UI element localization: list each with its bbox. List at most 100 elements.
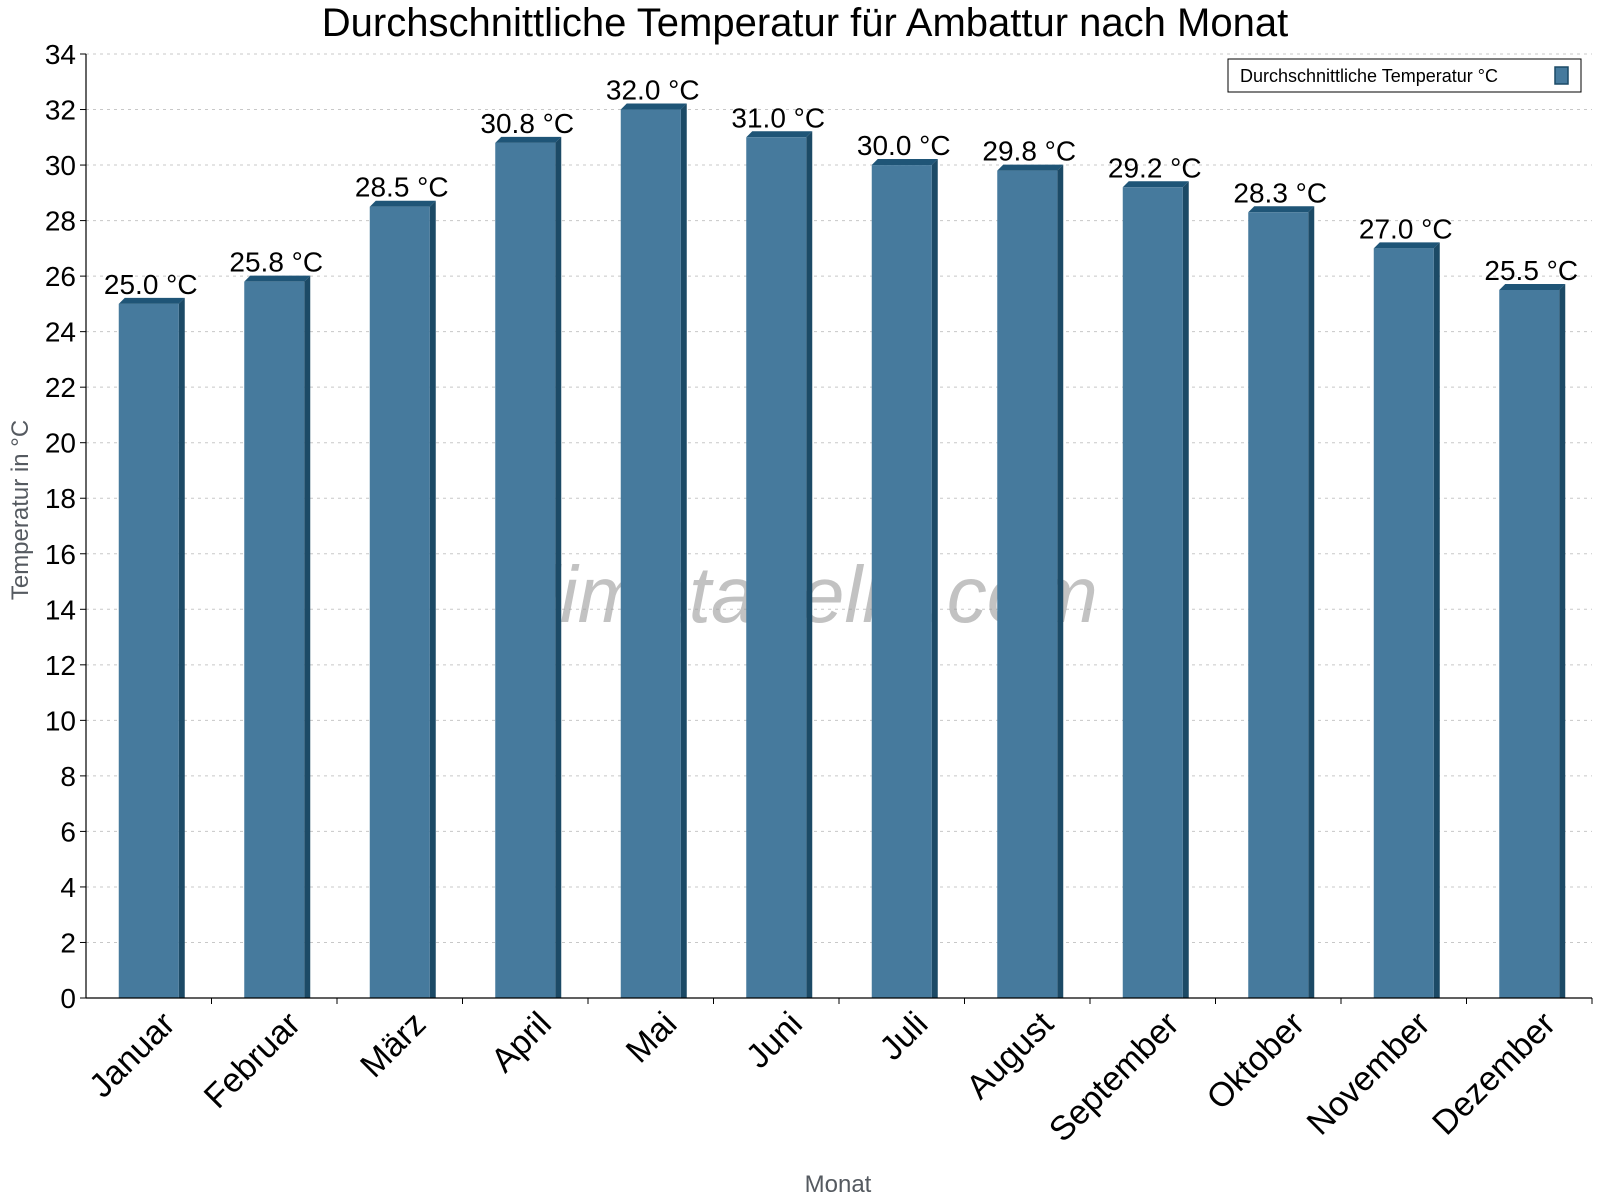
- data-label: 30.0 °C: [857, 130, 951, 161]
- bar-top-face: [871, 159, 938, 166]
- data-label: 28.5 °C: [355, 172, 449, 203]
- x-tick-label: August: [959, 1004, 1061, 1106]
- x-tick-label: Dezember: [1425, 1005, 1563, 1143]
- y-tick-label: 28: [45, 206, 76, 237]
- bar-juli: [871, 159, 938, 998]
- bar-top-face: [1122, 181, 1189, 188]
- bar-top-face: [244, 275, 311, 282]
- bar-top-face: [495, 136, 562, 143]
- y-tick-label: 6: [60, 816, 76, 847]
- bar-side-face: [178, 297, 185, 999]
- y-tick-label: 0: [60, 983, 76, 1014]
- x-tick-label: Mai: [619, 1005, 685, 1071]
- bar: [369, 206, 430, 999]
- bars: [118, 103, 1566, 999]
- bar: [620, 109, 681, 998]
- x-tick-label: Juni: [739, 1005, 810, 1076]
- y-tick-label: 12: [45, 650, 76, 681]
- y-tick-label: 18: [45, 483, 76, 514]
- bar: [997, 170, 1058, 999]
- y-tick-label: 14: [45, 594, 76, 625]
- bar-oktober: [1248, 206, 1315, 999]
- bar: [244, 281, 305, 998]
- chart-title: Durchschnittliche Temperatur für Ambattu…: [322, 1, 1288, 45]
- bar-side-face: [931, 159, 938, 998]
- data-label: 28.3 °C: [1233, 177, 1327, 208]
- bar: [871, 165, 932, 998]
- bar-side-face: [429, 200, 436, 999]
- data-label: 27.0 °C: [1359, 213, 1453, 244]
- x-axis-label: Monat: [805, 1171, 872, 1198]
- bar-side-face: [806, 131, 813, 998]
- bar: [1499, 290, 1560, 998]
- y-tick-label: 8: [60, 761, 76, 792]
- bar-side-face: [1433, 242, 1440, 999]
- bar-september: [1122, 181, 1189, 999]
- bar: [118, 303, 179, 999]
- data-label: 29.8 °C: [982, 136, 1076, 167]
- bar-august: [997, 164, 1064, 999]
- bar-top-face: [1499, 284, 1566, 290]
- data-label: 25.0 °C: [104, 269, 198, 300]
- axes: [80, 53, 1593, 1004]
- y-tick-label: 26: [45, 261, 76, 292]
- legend-swatch: [1554, 66, 1569, 85]
- data-label: 31.0 °C: [731, 102, 825, 133]
- y-tick-label: 20: [45, 428, 76, 459]
- legend-label: Durchschnittliche Temperatur °C: [1240, 66, 1498, 86]
- bar: [1373, 248, 1434, 999]
- y-tick-label: 16: [45, 539, 76, 570]
- data-label: 25.8 °C: [229, 247, 323, 278]
- bar-top-face: [369, 200, 436, 207]
- bar-april: [495, 136, 562, 999]
- bar-märz: [369, 200, 436, 999]
- bar-side-face: [1182, 181, 1189, 999]
- bar-februar: [244, 275, 311, 998]
- y-tick-label: 32: [45, 95, 76, 126]
- y-tick-label: 22: [45, 372, 76, 403]
- data-label: 30.8 °C: [480, 108, 574, 139]
- bar-top-face: [746, 131, 813, 138]
- bar-top-face: [620, 103, 687, 110]
- y-tick-label: 34: [45, 39, 76, 70]
- bar-side-face: [555, 136, 562, 999]
- y-tick-label: 4: [60, 872, 76, 903]
- bar: [746, 137, 807, 998]
- bar-november: [1373, 242, 1440, 999]
- x-tick-label: Juli: [872, 1005, 935, 1068]
- x-tick-label: September: [1042, 1005, 1186, 1149]
- bar-dezember: [1499, 284, 1566, 998]
- legend-box: [1227, 58, 1582, 93]
- y-tick-label: 30: [45, 150, 76, 181]
- grid-lines: [86, 53, 1592, 943]
- y-tick-label: 24: [45, 317, 76, 348]
- bar-top-face: [997, 164, 1064, 171]
- bar: [495, 142, 556, 999]
- bar: [1122, 187, 1183, 999]
- data-label: 25.5 °C: [1484, 255, 1578, 286]
- bar-top-face: [1248, 206, 1315, 213]
- bar-top-face: [118, 297, 185, 304]
- bar-top-face: [1373, 242, 1440, 249]
- x-tick-label: März: [353, 1005, 433, 1085]
- bar-side-face: [680, 103, 687, 998]
- bar-mai: [620, 103, 687, 998]
- bar-side-face: [304, 275, 311, 998]
- legend: Durchschnittliche Temperatur °C: [1227, 58, 1582, 93]
- bar-side-face: [1308, 206, 1315, 999]
- bar-juni: [746, 131, 813, 998]
- bar-januar: [118, 297, 185, 999]
- data-label: 29.2 °C: [1108, 152, 1202, 183]
- y-tick-label: 10: [45, 705, 76, 736]
- x-tick-label: November: [1300, 1005, 1438, 1143]
- x-tick-label: Januar: [82, 1005, 182, 1105]
- bar: [1248, 212, 1309, 999]
- y-axis-label: Temperatur in °C: [7, 420, 34, 600]
- x-tick-label: April: [484, 1005, 559, 1080]
- bar-side-face: [1057, 164, 1064, 999]
- y-tick-label: 2: [60, 927, 76, 958]
- data-label: 32.0 °C: [606, 75, 700, 106]
- x-tick-label: Oktober: [1200, 1005, 1312, 1117]
- x-tick-label: Februar: [197, 1005, 308, 1116]
